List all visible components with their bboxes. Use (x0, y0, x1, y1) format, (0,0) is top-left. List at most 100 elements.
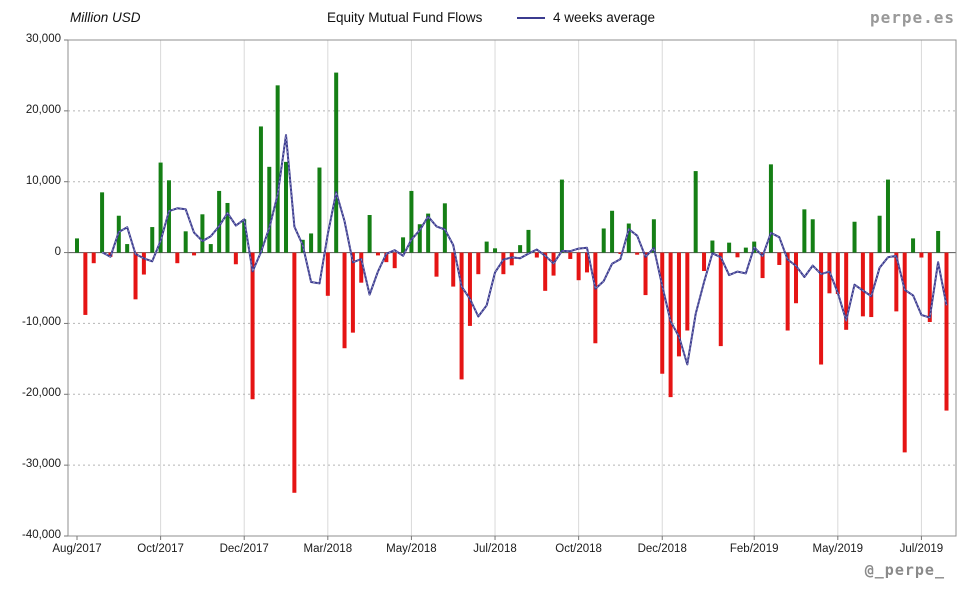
y-axis-label: 0 (54, 245, 61, 258)
weekly-flow-bar (217, 190, 222, 253)
weekly-flow-bar (183, 231, 188, 253)
weekly-flow-bar (367, 215, 372, 253)
weekly-flow-bar (417, 224, 422, 253)
weekly-flow-bar (543, 252, 548, 291)
weekly-flow-bar (526, 229, 531, 253)
weekly-flow-bar (593, 252, 598, 344)
weekly-flow-bar (885, 179, 890, 253)
weekly-flow-bar (200, 214, 205, 253)
average-line-legend-swatch (517, 16, 545, 19)
weekly-flow-bar (434, 252, 439, 277)
watermark-site: perpe.es (869, 8, 955, 27)
weekly-flow-bar (91, 252, 96, 264)
weekly-flow-bar (618, 252, 623, 254)
weekly-flow-bar (785, 252, 790, 331)
weekly-flow-bar (225, 202, 230, 253)
weekly-flow-bar (125, 244, 130, 253)
weekly-flow-bar (509, 252, 514, 266)
weekly-flow-bar (158, 162, 163, 253)
y-axis-label: 20,000 (25, 103, 61, 116)
weekly-flow-bar (668, 252, 673, 398)
weekly-flow-bar (601, 228, 606, 253)
weekly-flow-bar (768, 164, 773, 253)
x-axis-label: Feb/2019 (729, 543, 779, 555)
weekly-flow-bar (175, 252, 180, 264)
weekly-flow-bar (375, 252, 380, 256)
weekly-flow-bar (735, 252, 740, 258)
weekly-flow-bar (911, 238, 916, 253)
legend: 4 weeks average (517, 10, 655, 25)
weekly-flow-bar (869, 252, 874, 318)
weekly-flow-bar (835, 252, 840, 295)
weekly-flow-bar (409, 190, 414, 253)
weekly-flow-bar (610, 210, 615, 253)
weekly-flow-bar (476, 252, 481, 275)
x-axis-label: Mar/2018 (303, 543, 353, 555)
weekly-flow-bar (794, 252, 799, 304)
weekly-flow-bar (325, 252, 330, 296)
weekly-flow-bar (150, 227, 155, 253)
weekly-flow-bar (810, 219, 815, 253)
weekly-flow-bar (676, 252, 681, 357)
weekly-flow-bar (451, 252, 456, 287)
legend-label: 4 weeks average (553, 10, 656, 25)
y-axis-label: -40,000 (21, 529, 61, 541)
weekly-flow-bar (233, 252, 238, 265)
y-axis-label: -10,000 (21, 316, 61, 329)
x-axis-label: Aug/2017 (52, 543, 102, 555)
weekly-flow-bar (334, 72, 339, 253)
x-axis-label: Oct/2017 (137, 543, 184, 555)
weekly-flow-bar (267, 166, 272, 253)
weekly-flow-bar (819, 252, 824, 365)
weekly-flow-bar (309, 233, 314, 253)
four-week-average-line-texture (101, 135, 947, 365)
weekly-flow-bar (710, 240, 715, 253)
x-axis-label: Dec/2018 (637, 543, 687, 555)
weekly-flow-bar (250, 252, 255, 400)
weekly-flow-bar (518, 245, 523, 253)
weekly-flow-bar (576, 252, 581, 281)
x-axis-label: Jul/2018 (473, 543, 517, 555)
weekly-flow-bar (802, 209, 807, 253)
weekly-flow-bar (141, 252, 146, 275)
y-axis-label: -20,000 (21, 387, 61, 400)
weekly-flow-bar (359, 252, 364, 283)
x-axis-label: Jul/2019 (899, 543, 944, 555)
weekly-flow-bar (844, 252, 849, 330)
weekly-flow-bar (760, 252, 765, 279)
weekly-flow-bar (927, 252, 932, 323)
weekly-flow-bar (568, 252, 573, 259)
y-axis-label: -30,000 (21, 458, 61, 471)
weekly-flow-bar (944, 252, 949, 411)
x-axis-label: Dec/2017 (219, 543, 269, 555)
weekly-flow-bar (877, 215, 882, 253)
weekly-flow-bar (919, 252, 924, 258)
x-axis-label: May/2018 (386, 543, 437, 555)
weekly-flow-bar (192, 252, 197, 256)
weekly-flow-bar (702, 252, 707, 271)
weekly-flow-bar (100, 192, 105, 253)
y-axis-unit-label: Million USD (70, 10, 141, 25)
chart-title: Equity Mutual Fund Flows (327, 10, 483, 25)
weekly-flow-bar (501, 252, 506, 275)
weekly-flow-bar (651, 219, 656, 253)
weekly-flow-bar (284, 161, 289, 253)
weekly-flow-bar (534, 252, 539, 258)
weekly-flow-bar (208, 244, 213, 253)
x-axis-label: Oct/2018 (555, 543, 602, 555)
weekly-flow-bar (643, 252, 648, 296)
weekly-flow-bar (936, 230, 941, 253)
x-axis-label: May/2019 (812, 543, 864, 555)
watermark-handle: @_perpe_ (864, 561, 945, 579)
weekly-flow-bar (342, 252, 347, 349)
weekly-flow-bar (133, 252, 138, 300)
weekly-flow-bar (292, 252, 297, 493)
weekly-flow-bar (902, 252, 907, 453)
weekly-flow-bar (83, 252, 88, 315)
weekly-flow-bar (852, 221, 857, 253)
y-axis-label: 10,000 (25, 174, 61, 187)
weekly-flow-bar (275, 85, 280, 253)
weekly-flow-bar (718, 252, 723, 347)
